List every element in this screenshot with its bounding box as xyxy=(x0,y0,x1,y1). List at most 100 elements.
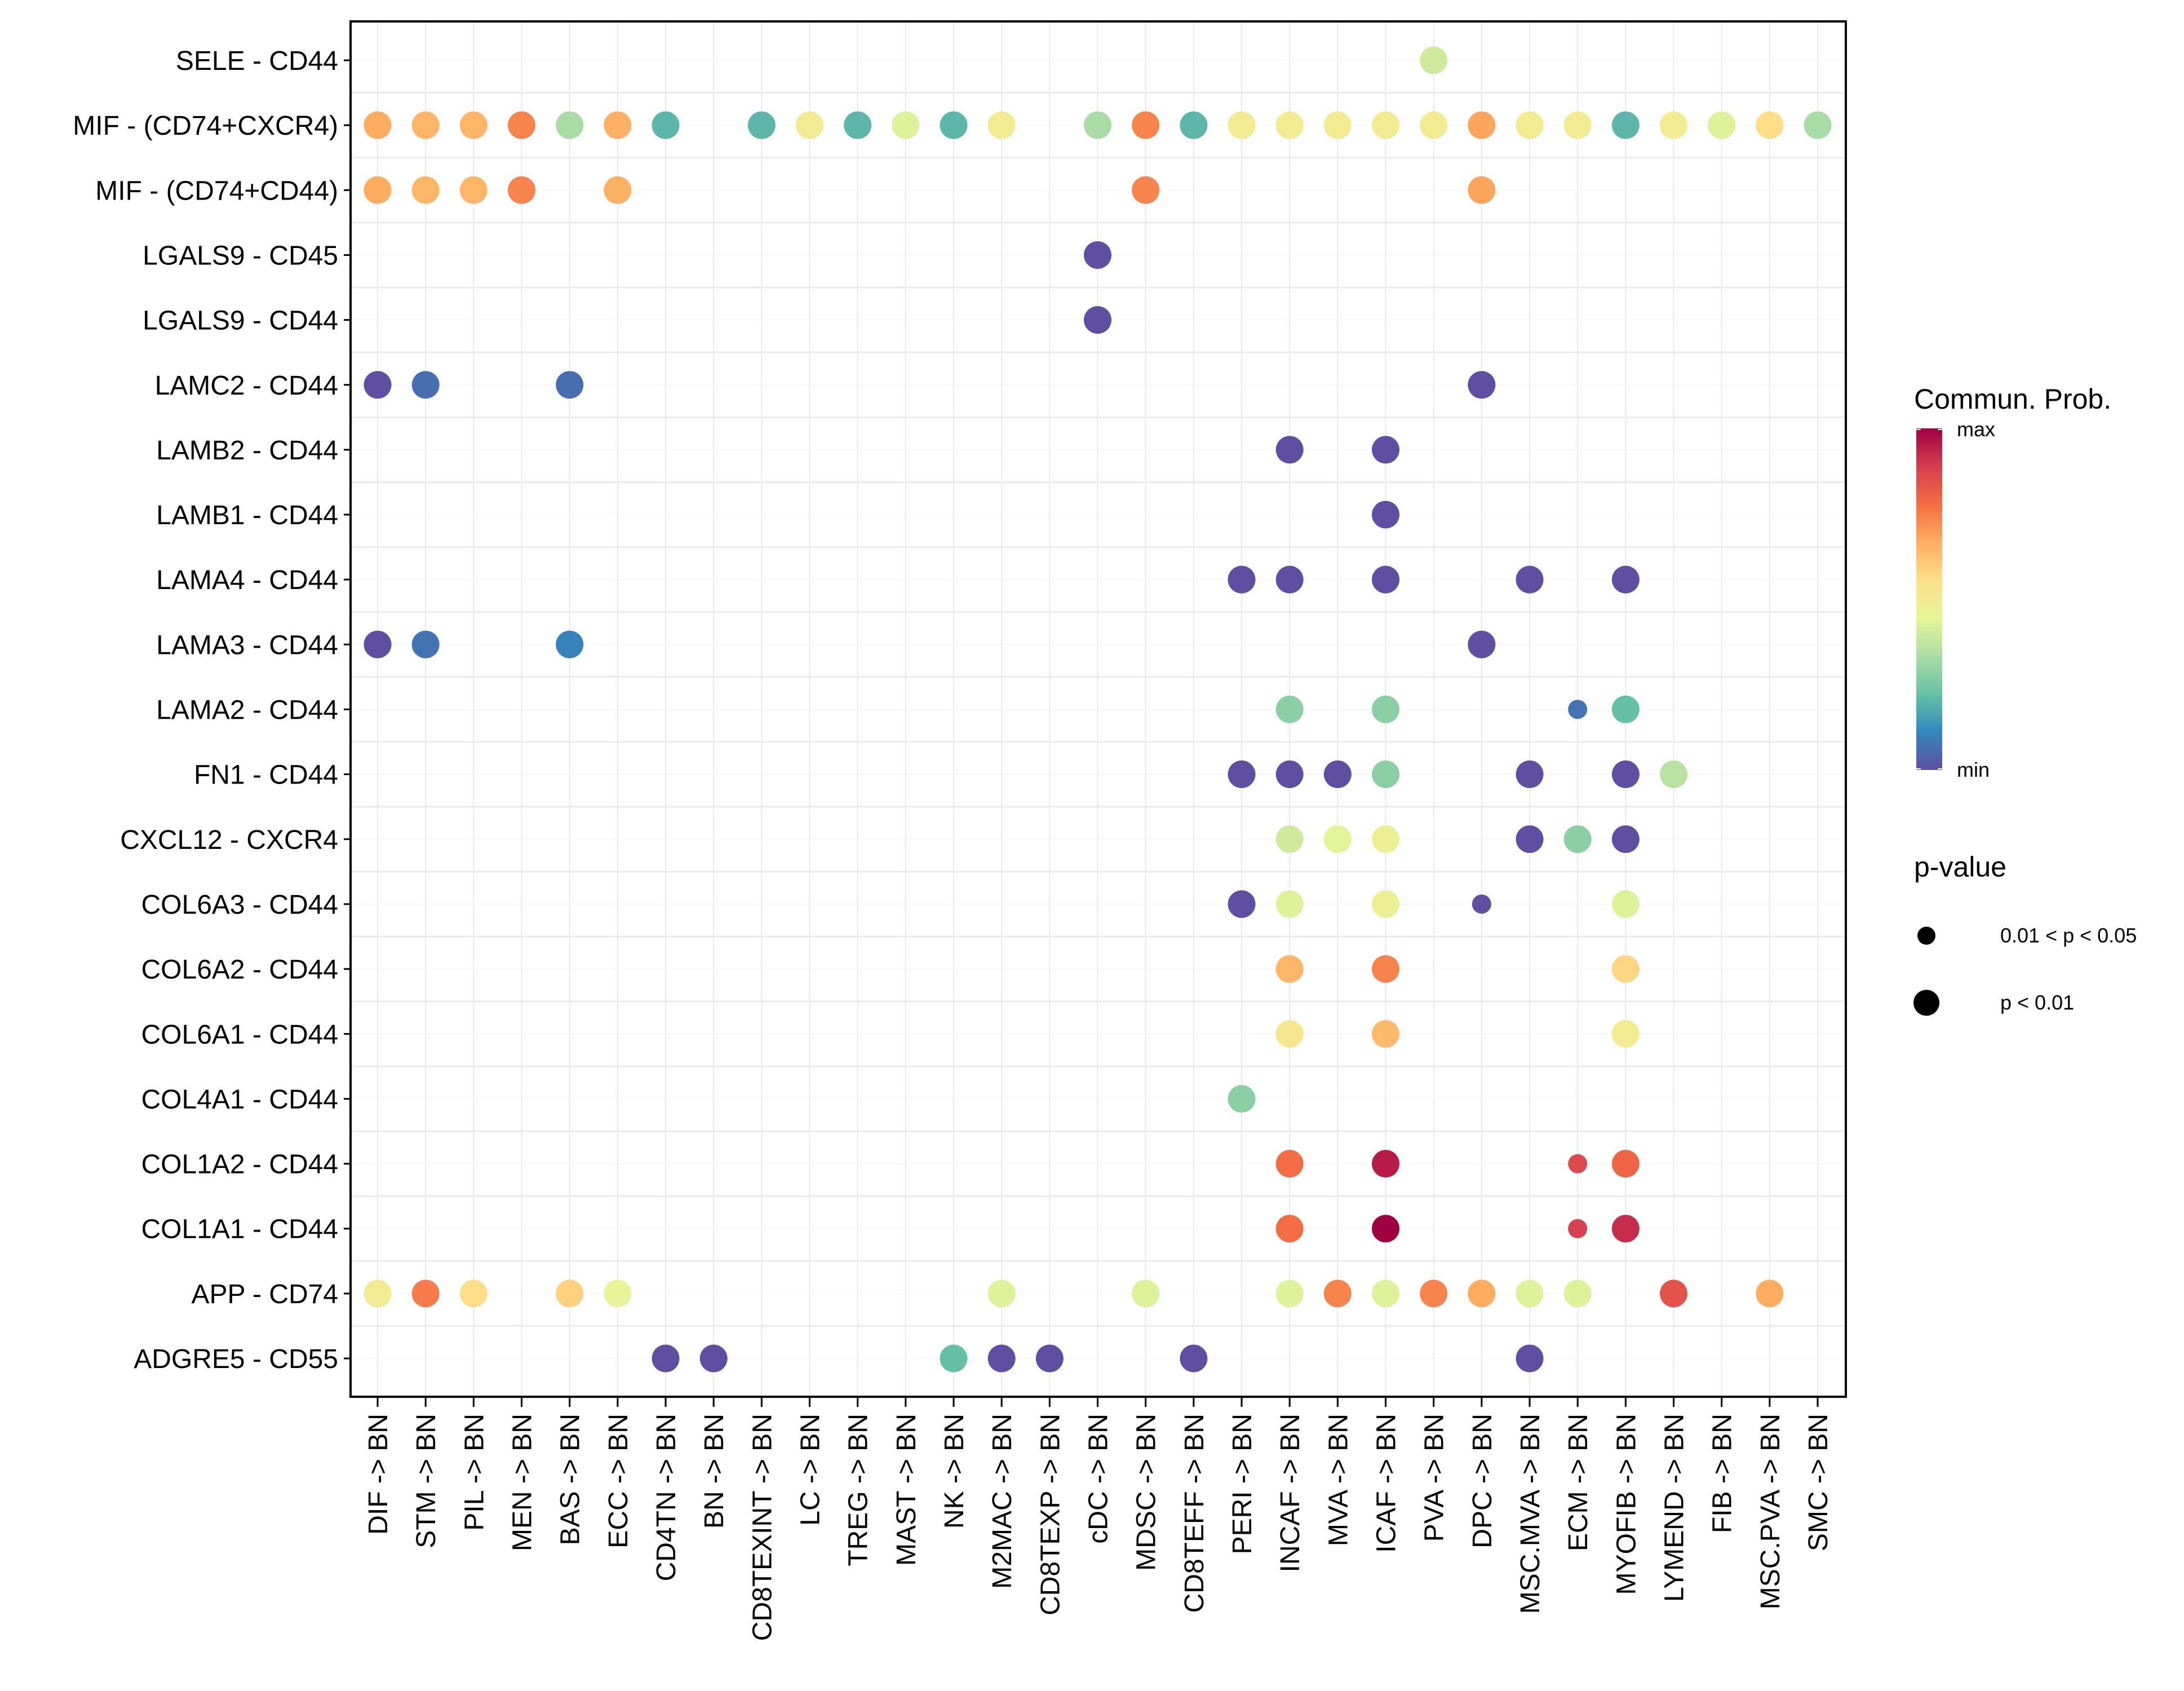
data-point: ADGRE5 - CD55 | CD8TEFF -> BN | p < 0.01 xyxy=(1180,1344,1208,1373)
y-tick-label: COL1A1 - CD44 xyxy=(141,1215,338,1245)
data-point: MIF - (CD74+CXCR4) | STM -> BN | p < 0.0… xyxy=(411,111,440,139)
data-point: COL6A1 - CD44 | ICAF -> BN | p < 0.01 xyxy=(1372,1020,1399,1048)
data-point: COL1A2 - CD44 | MYOFIB -> BN | p < 0.01 xyxy=(1611,1150,1640,1178)
data-point: LAMA4 - CD44 | ICAF -> BN | p < 0.01 xyxy=(1372,565,1399,594)
data-point: APP - CD74 | MSC.MVA -> BN | p < 0.01 xyxy=(1516,1280,1544,1308)
data-point: MIF - (CD74+CXCR4) | cDC -> BN | p < 0.0… xyxy=(1084,111,1111,139)
x-tick-label: INCAF -> BN xyxy=(1275,1414,1305,1572)
data-point: LGALS9 - CD44 | cDC -> BN | p < 0.01 xyxy=(1084,306,1111,334)
x-tick-label: MSC.PVA -> BN xyxy=(1756,1414,1786,1609)
y-tick-label: LAMC2 - CD44 xyxy=(155,371,338,401)
data-point: LAMA2 - CD44 | ICAF -> BN | p < 0.01 xyxy=(1372,696,1399,723)
x-tick-label: MYOFIB -> BN xyxy=(1611,1414,1641,1595)
x-tick-label: cDC -> BN xyxy=(1084,1414,1114,1544)
x-tick-label: M2MAC -> BN xyxy=(987,1414,1017,1589)
data-point: COL6A3 - CD44 | MYOFIB -> BN | p < 0.01 xyxy=(1611,890,1640,918)
data-point: ADGRE5 - CD55 | M2MAC -> BN | p < 0.01 xyxy=(987,1344,1016,1373)
data-point: FN1 - CD44 | ICAF -> BN | p < 0.01 xyxy=(1372,760,1399,789)
data-point: LAMA3 - CD44 | STM -> BN | p < 0.01 xyxy=(411,630,440,658)
data-point: LAMA3 - CD44 | DPC -> BN | p < 0.01 xyxy=(1468,630,1496,658)
y-tick-label: SELE - CD44 xyxy=(176,46,338,76)
y-tick-label: COL4A1 - CD44 xyxy=(141,1084,338,1114)
data-point: MIF - (CD74+CXCR4) | CD4TN -> BN | p < 0… xyxy=(652,111,680,139)
y-tick-label: APP - CD74 xyxy=(191,1280,338,1309)
y-tick-label: LAMB2 - CD44 xyxy=(156,436,338,466)
data-point: MIF - (CD74+CXCR4) | MDSC -> BN | p < 0.… xyxy=(1132,111,1160,139)
y-tick-label: MIF - (CD74+CXCR4) xyxy=(73,111,338,141)
y-tick-label: CXCL12 - CXCR4 xyxy=(120,825,338,855)
data-point: MIF - (CD74+CXCR4) | MVA -> BN | p < 0.0… xyxy=(1323,111,1352,139)
data-point: LAMA2 - CD44 | ECM -> BN | 0.01 < p < 0.… xyxy=(1568,700,1588,719)
data-point: LAMA2 - CD44 | MYOFIB -> BN | p < 0.01 xyxy=(1611,696,1640,723)
data-point: MIF - (CD74+CXCR4) | ECC -> BN | p < 0.0… xyxy=(604,111,632,139)
data-point: LAMC2 - CD44 | DPC -> BN | p < 0.01 xyxy=(1468,371,1496,399)
data-point: MIF - (CD74+CXCR4) | MYOFIB -> BN | p < … xyxy=(1611,111,1640,139)
x-tick-label: CD8TEXP -> BN xyxy=(1035,1414,1065,1615)
data-point: COL1A1 - CD44 | ICAF -> BN | p < 0.01 xyxy=(1372,1215,1399,1243)
data-point: COL6A1 - CD44 | MYOFIB -> BN | p < 0.01 xyxy=(1611,1020,1640,1048)
data-point: LAMA4 - CD44 | INCAF -> BN | p < 0.01 xyxy=(1275,565,1304,594)
x-tick-label: MAST -> BN xyxy=(892,1414,922,1566)
data-point: ADGRE5 - CD55 | MSC.MVA -> BN | p < 0.01 xyxy=(1516,1344,1544,1373)
data-point: APP - CD74 | M2MAC -> BN | p < 0.01 xyxy=(987,1280,1016,1308)
y-tick-label: LGALS9 - CD44 xyxy=(143,306,338,336)
x-tick-label: NK -> BN xyxy=(940,1414,969,1529)
x-tick-label: DPC -> BN xyxy=(1468,1414,1498,1548)
y-tick-label: COL6A2 - CD44 xyxy=(141,955,338,985)
data-point: APP - CD74 | PIL -> BN | p < 0.01 xyxy=(459,1280,488,1308)
data-point: LAMA4 - CD44 | PERI -> BN | p < 0.01 xyxy=(1228,565,1256,594)
data-point: APP - CD74 | MSC.PVA -> BN | p < 0.01 xyxy=(1756,1280,1784,1308)
y-tick-label: FN1 - CD44 xyxy=(194,760,338,790)
size-legend-key-large xyxy=(1913,990,1939,1016)
data-point: MIF - (CD74+CD44) | MEN -> BN | p < 0.01 xyxy=(508,176,535,204)
data-point: MIF - (CD74+CD44) | DPC -> BN | p < 0.01 xyxy=(1468,176,1496,204)
size-legend-title: p-value xyxy=(1914,851,2006,883)
data-point: COL6A3 - CD44 | PERI -> BN | p < 0.01 xyxy=(1228,890,1256,918)
data-point: APP - CD74 | ECC -> BN | p < 0.01 xyxy=(604,1280,632,1308)
data-point: CXCL12 - CXCR4 | MVA -> BN | p < 0.01 xyxy=(1323,825,1352,853)
y-tick-label: MIF - (CD74+CD44) xyxy=(95,176,338,206)
color-bar xyxy=(1916,428,1942,770)
data-point: MIF - (CD74+CXCR4) | MEN -> BN | p < 0.0… xyxy=(508,111,535,139)
x-tick-label: PERI -> BN xyxy=(1228,1414,1257,1554)
data-point: COL1A1 - CD44 | INCAF -> BN | p < 0.01 xyxy=(1275,1215,1304,1243)
y-axis: SELE - CD44 MIF - (CD74+CXCR4) MIF - (CD74… xyxy=(73,46,351,1374)
data-point: SELE - CD44 | PVA -> BN | p < 0.01 xyxy=(1420,46,1448,74)
x-tick-label: PIL -> BN xyxy=(459,1414,489,1531)
data-point: MIF - (CD74+CXCR4) | CD8TEFF -> BN | p <… xyxy=(1180,111,1208,139)
color-legend-min-label: min xyxy=(1957,758,1990,781)
data-point: LAMB2 - CD44 | ICAF -> BN | p < 0.01 xyxy=(1372,436,1399,464)
y-tick-label: COL1A2 - CD44 xyxy=(141,1150,338,1180)
data-point: COL1A2 - CD44 | ICAF -> BN | p < 0.01 xyxy=(1372,1150,1399,1178)
y-tick-label: COL6A3 - CD44 xyxy=(141,890,338,920)
x-tick-label: LC -> BN xyxy=(796,1414,826,1526)
x-tick-label: TREG -> BN xyxy=(844,1414,874,1566)
data-point: ADGRE5 - CD55 | CD8TEXP -> BN | p < 0.01 xyxy=(1035,1344,1064,1373)
data-point: MIF - (CD74+CD44) | PIL -> BN | p < 0.01 xyxy=(459,176,488,204)
color-legend-title: Commun. Prob. xyxy=(1914,383,2111,415)
color-legend-max-label: max xyxy=(1957,418,1995,441)
data-point: COL6A2 - CD44 | ICAF -> BN | p < 0.01 xyxy=(1372,955,1399,983)
data-point: MIF - (CD74+CXCR4) | DIF -> BN | p < 0.0… xyxy=(364,111,392,139)
data-points: SELE - CD44 | PVA -> BN | p < 0.01 MIF - … xyxy=(364,46,1832,1373)
x-tick-label: BN -> BN xyxy=(699,1414,729,1529)
data-point: MIF - (CD74+CXCR4) | MSC.PVA -> BN | p <… xyxy=(1756,111,1784,139)
data-point: ADGRE5 - CD55 | BN -> BN | p < 0.01 xyxy=(699,1344,728,1373)
data-point: FN1 - CD44 | MVA -> BN | p < 0.01 xyxy=(1323,760,1352,789)
x-tick-label: ICAF -> BN xyxy=(1372,1414,1402,1553)
size-legend-label-small: 0.01 < p < 0.05 xyxy=(2000,924,2137,947)
x-tick-label: MSC.MVA -> BN xyxy=(1516,1414,1545,1614)
data-point: MIF - (CD74+CXCR4) | LYMEND -> BN | p < … xyxy=(1660,111,1687,139)
data-point: MIF - (CD74+CXCR4) | ECM -> BN | p < 0.0… xyxy=(1563,111,1592,139)
data-point: LAMC2 - CD44 | BAS -> BN | p < 0.01 xyxy=(556,371,584,399)
data-point: ADGRE5 - CD55 | CD4TN -> BN | p < 0.01 xyxy=(652,1344,680,1373)
x-tick-label: CD8TEFF -> BN xyxy=(1180,1414,1210,1613)
data-point: MIF - (CD74+CXCR4) | SMC -> BN | p < 0.0… xyxy=(1804,111,1832,139)
data-point: MIF - (CD74+CD44) | DIF -> BN | p < 0.01 xyxy=(364,176,392,204)
data-point: CXCL12 - CXCR4 | INCAF -> BN | p < 0.01 xyxy=(1275,825,1304,853)
data-point: COL1A2 - CD44 | INCAF -> BN | p < 0.01 xyxy=(1275,1150,1304,1178)
y-tick-label: ADGRE5 - CD55 xyxy=(134,1344,338,1374)
data-point: MIF - (CD74+CXCR4) | MAST -> BN | p < 0.… xyxy=(892,111,920,139)
data-point: LAMC2 - CD44 | STM -> BN | p < 0.01 xyxy=(411,371,440,399)
x-tick-label: LYMEND -> BN xyxy=(1660,1414,1690,1602)
